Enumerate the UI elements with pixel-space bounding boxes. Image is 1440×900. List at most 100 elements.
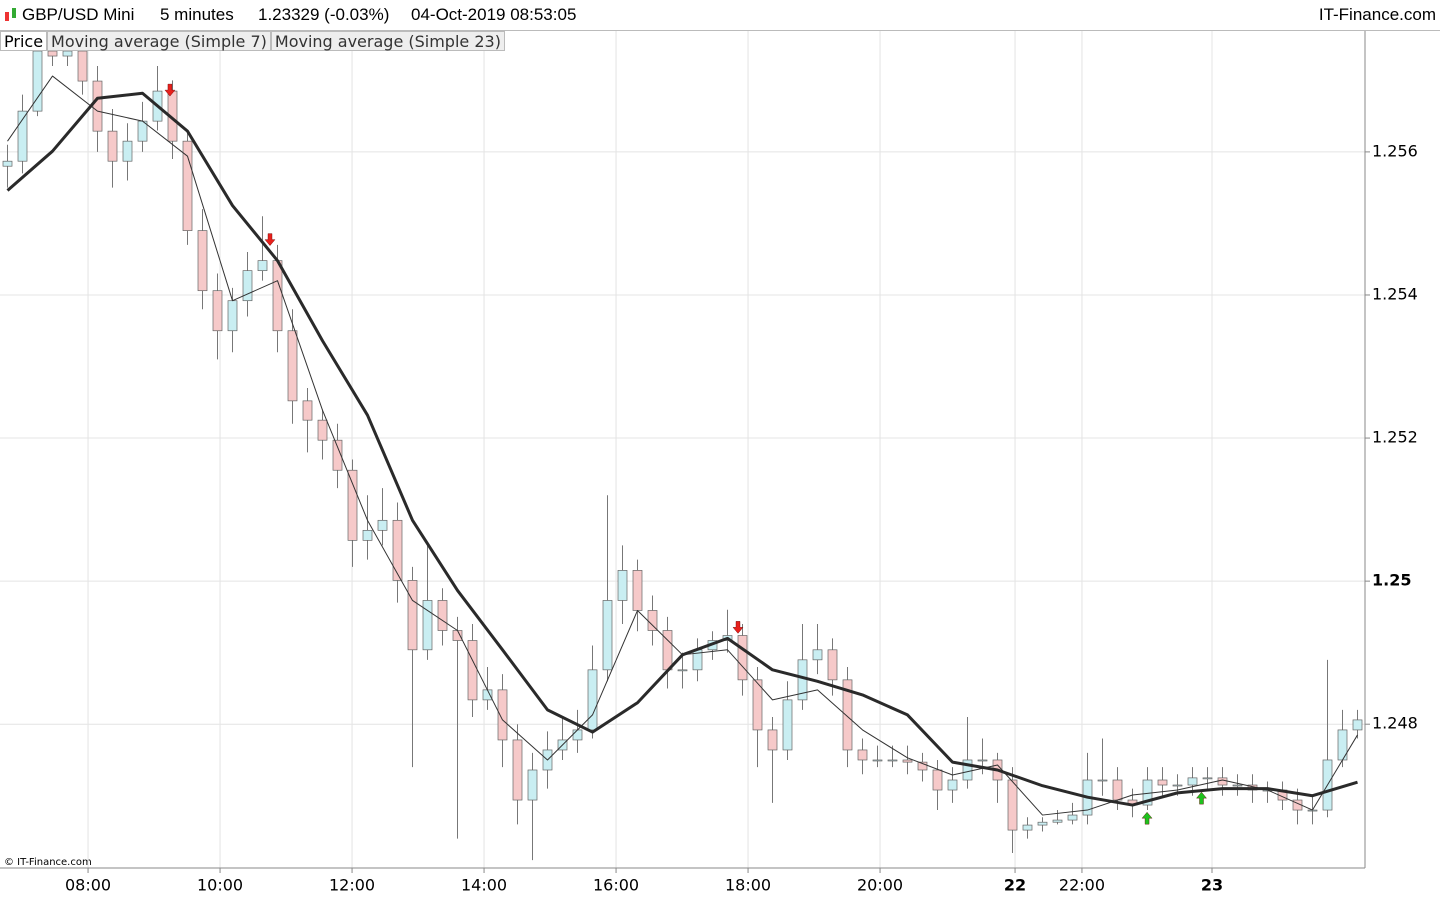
candle-body [302,400,313,421]
candle-body [947,779,958,791]
candle-body [47,50,58,57]
candle-body [632,570,643,611]
y-tick-label: 1.25 [1372,571,1411,590]
x-tick-label: 08:00 [65,876,111,895]
candle-body [437,600,448,631]
candle-body [107,130,118,162]
candle-body [227,300,238,332]
candle-body [272,260,283,332]
sell-signal [164,83,176,97]
moving-average [7,75,1358,816]
candle-body [287,330,298,402]
candle-body [737,635,748,681]
candle-body [812,649,823,661]
chart-icon [5,8,16,21]
x-tick-label: 14:00 [461,876,507,895]
candle-body [1232,784,1243,787]
candle-body [32,50,43,112]
symbol: GBP/USD Mini [22,5,135,24]
candle-body [602,600,613,671]
legend-item[interactable]: Price [0,31,48,51]
y-tick-label: 1.256 [1372,141,1418,160]
buy-signal [1141,811,1153,825]
candle-body [2,160,13,167]
candle-body [92,80,103,132]
candle-body [872,759,883,762]
candle-body [422,600,433,651]
candle-body [497,689,508,741]
candle-body [1172,784,1183,787]
candle-body [827,649,838,681]
candle-body [527,769,538,801]
candle-body [932,769,943,791]
candle-body [647,610,658,631]
candle-body [902,759,913,763]
buy-signal [1196,791,1207,805]
candle-body [842,679,853,751]
candle-body [1022,824,1033,831]
candle-body [977,759,988,762]
moving-average [6,91,1358,807]
candle-body [767,729,778,751]
timestamp: 04-Oct-2019 08:53:05 [411,5,577,24]
candle-body [587,669,598,731]
candle-body [347,469,358,541]
x-tick-label: 18:00 [725,876,771,895]
candle-body [467,640,478,701]
brand: IT-Finance.com [1318,5,1436,24]
candle-body [1352,719,1363,731]
interval: 5 minutes [160,5,234,24]
candle-body [362,529,373,541]
candle-body [1112,779,1123,801]
copyright: © IT-Finance.com [4,857,92,868]
candle-body [782,699,793,751]
candle-body [1217,777,1228,786]
candle-body [197,230,208,292]
x-tick-label: 20:00 [857,876,903,895]
legend: Price Moving average (Simple 7) Moving a… [0,31,505,51]
candle-body [77,50,88,82]
x-tick-label: 22:00 [1059,876,1105,895]
x-tick-label: 10:00 [197,876,243,895]
candle-body [962,759,973,781]
candle-body [512,739,523,801]
x-tick-label: 23 [1201,876,1223,895]
candle-body [332,439,343,471]
candle-body [1052,819,1063,823]
candle-body [377,519,388,531]
candle-body [677,669,688,672]
candle-body [452,630,463,641]
sell-signal [732,621,744,634]
candle-body [257,260,268,272]
candle-body [407,580,418,651]
candle-body [62,50,73,57]
header: GBP/USD Mini 5 minutes 1.23329 (-0.03%) … [0,0,1440,31]
candle-body [182,140,193,231]
candle-body [482,689,493,701]
candle-body [242,270,253,302]
candle-body [1007,779,1018,831]
candle-body [1097,779,1108,782]
y-tick-label: 1.252 [1372,428,1418,447]
candle-body [857,749,868,761]
x-tick-label: 12:00 [329,876,375,895]
x-tick-label: 16:00 [593,876,639,895]
candle-body [1187,777,1198,786]
candle-body [1157,779,1168,786]
legend-item[interactable]: Moving average (Simple 7) [47,31,271,51]
candle-body [17,110,28,162]
legend-item[interactable]: Moving average (Simple 23) [270,31,505,51]
candle-body [572,729,583,741]
candle-body [122,140,133,162]
candle-body [887,759,898,762]
candle-body [392,519,403,581]
candle-body [617,570,628,601]
x-tick-label: 22 [1004,876,1026,895]
candle-body [212,290,223,332]
plot-area [2,37,1363,861]
candle-body [1202,777,1213,780]
candle-body [752,679,763,731]
candle-body [317,419,328,441]
